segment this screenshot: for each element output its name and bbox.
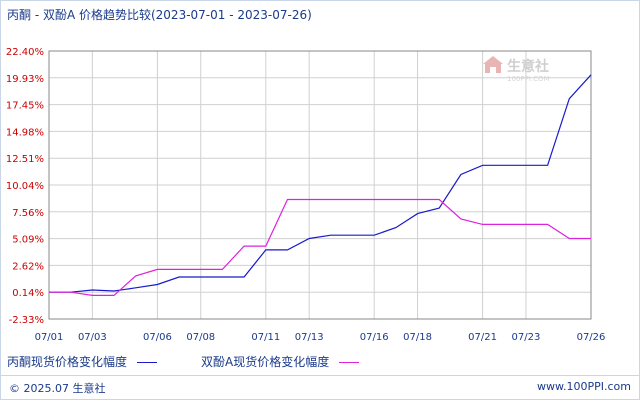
x-tick-label: 07/18: [403, 332, 432, 343]
legend-series-2: 双酚A现货价格变化幅度: [201, 353, 360, 370]
x-tick-label: 07/01: [35, 332, 64, 343]
x-tick-label: 07/06: [143, 332, 172, 343]
legend-swatch-2: [339, 362, 360, 363]
plot-frame: [48, 50, 592, 320]
y-tick-label: -2.33%: [9, 315, 44, 326]
legend-series-1: 丙酮现货价格变化幅度: [7, 353, 158, 370]
legend-label-2: 双酚A现货价格变化幅度: [201, 355, 330, 369]
footer-copyright: © 2025.07 生意社: [9, 382, 106, 395]
footer-site-link[interactable]: www.100PPI.com: [537, 380, 631, 393]
y-tick-label: 22.40%: [6, 47, 44, 58]
series-line-2: [49, 198, 591, 296]
y-tick-label: 7.56%: [12, 208, 44, 219]
x-tick-label: 07/13: [295, 332, 324, 343]
watermark-logo: 生意社 100PPI.COM: [483, 56, 550, 83]
legend-label-1: 丙酮现货价格变化幅度: [7, 355, 128, 369]
legend-swatch-1: [137, 362, 158, 363]
x-tick-label: 07/16: [360, 332, 389, 343]
y-tick-label: 10.04%: [6, 181, 44, 192]
x-tick-label: 07/21: [468, 332, 497, 343]
x-tick-label: 07/03: [78, 332, 107, 343]
watermark-url: 100PPI.COM: [507, 75, 550, 83]
x-tick-label: 07/11: [251, 332, 280, 343]
x-tick-label: 07/23: [512, 332, 541, 343]
x-tick-label: 07/08: [186, 332, 215, 343]
house-icon: [483, 56, 503, 73]
chart-title: 丙酮 - 双酚A 价格趋势比较(2023-07-01 - 2023-07-26): [7, 8, 312, 22]
y-tick-label: 14.98%: [6, 127, 44, 138]
y-tick-label: 17.45%: [6, 101, 44, 112]
watermark-text: 生意社: [507, 58, 549, 75]
y-tick-label: 19.93%: [6, 74, 44, 85]
y-tick-label: 5.09%: [12, 235, 44, 246]
x-tick-label: 07/26: [577, 332, 606, 343]
y-tick-label: 12.51%: [6, 154, 44, 165]
footer-divider: [1, 375, 639, 376]
series-line-1: [49, 74, 592, 293]
y-tick-label: 0.14%: [12, 288, 44, 299]
y-tick-label: 2.62%: [12, 261, 44, 272]
